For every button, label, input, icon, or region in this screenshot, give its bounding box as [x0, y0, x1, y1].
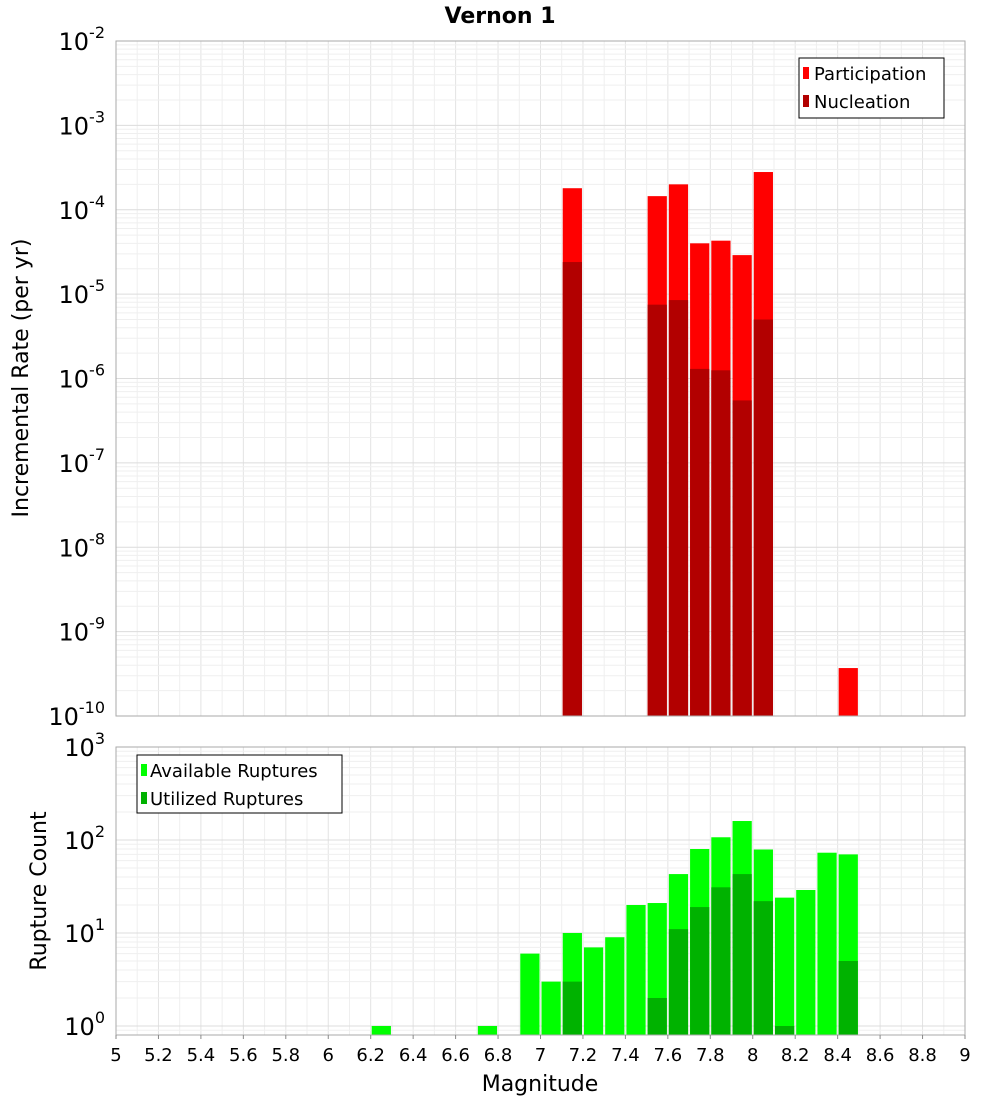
bottom-bar-utilized-ruptures — [732, 874, 752, 1035]
x-tick-label: 5.8 — [271, 1045, 300, 1066]
top-y-tick-label: 10-7 — [59, 445, 106, 478]
x-tick-label: 5.2 — [144, 1045, 173, 1066]
top-y-tick-labels: 10-2 10-3 10-4 10-5 10-6 10-7 10-8 10-9 10-10 — [48, 23, 105, 731]
bottom-bar-available-ruptures — [583, 947, 604, 1035]
bottom-bar-available-ruptures — [796, 889, 816, 1035]
x-tick-label: 6.6 — [441, 1045, 470, 1066]
legend-label-participation: Participation — [814, 64, 926, 85]
x-tick-label: 6 — [323, 1045, 334, 1066]
bottom-bar-utilized-ruptures — [562, 981, 582, 1035]
x-tick-label: 6.2 — [356, 1045, 385, 1066]
bottom-bar-available-ruptures — [626, 904, 646, 1035]
top-y-axis-label: Incremental Rate (per yr) — [9, 239, 34, 518]
bottom-bar-available-ruptures — [817, 852, 837, 1035]
legend-swatch-nucleation — [803, 95, 809, 107]
x-tick-label: 7 — [535, 1045, 546, 1066]
bottom-bar-utilized-ruptures — [668, 929, 689, 1035]
top-y-tick-label: 10-2 — [59, 23, 106, 56]
chart-title: Vernon 1 — [445, 4, 556, 29]
x-tick-label: 8.2 — [781, 1045, 810, 1066]
bottom-bar-available-ruptures — [541, 981, 561, 1035]
bottom-legend-box — [136, 754, 343, 814]
top-bar-nucleation — [711, 370, 731, 716]
bottom-bar-utilized-ruptures — [753, 901, 773, 1035]
x-tick-label: 8.4 — [823, 1045, 852, 1066]
rupture-count-panel: 103 102 101 100 5 5.2 5.4 5.6 5.8 6 6.2 6.4 6.6 6.8 7… — [27, 729, 971, 1097]
top-y-tick-label: 10-5 — [59, 276, 106, 309]
top-y-tick-label: 10-3 — [59, 107, 106, 140]
x-tick-label: 8.8 — [908, 1045, 937, 1066]
bottom-bar-available-ruptures — [520, 953, 540, 1035]
x-tick-label: 9 — [959, 1045, 970, 1066]
legend-label-available: Available Ruptures — [150, 761, 318, 782]
x-tick-label: 5 — [110, 1045, 121, 1066]
x-tick-label: 5.4 — [187, 1045, 216, 1066]
x-tick-label: 7.6 — [654, 1045, 683, 1066]
top-bar-participation — [838, 668, 858, 716]
x-tick-label: 7.4 — [611, 1045, 640, 1066]
top-bar-nucleation — [690, 368, 710, 716]
bottom-y-tick-label: 102 — [64, 822, 105, 855]
top-y-tick-label: 10-9 — [59, 614, 106, 647]
top-grid — [115, 41, 966, 717]
legend-swatch-available — [141, 764, 147, 776]
bottom-y-axis-label: Rupture Count — [27, 811, 52, 971]
top-bars — [562, 172, 858, 717]
x-axis-label: Magnitude — [482, 1072, 599, 1097]
bottom-bar-utilized-ruptures — [838, 960, 858, 1035]
top-y-tick-label: 10-10 — [48, 698, 105, 731]
top-bar-nucleation — [732, 400, 752, 716]
bottom-bar-utilized-ruptures — [690, 907, 710, 1035]
x-tick-label: 8.6 — [866, 1045, 895, 1066]
top-legend-box — [798, 57, 945, 119]
bottom-y-tick-label: 103 — [64, 729, 105, 762]
top-plot-frame — [115, 40, 966, 717]
bottom-y-tick-labels: 103 102 101 100 — [64, 729, 105, 1041]
x-tick-label: 6.8 — [484, 1045, 513, 1066]
top-y-tick-label: 10-4 — [59, 192, 106, 225]
top-legend: Participation Nucleation — [798, 57, 945, 119]
bottom-bar-available-ruptures — [477, 1025, 498, 1035]
legend-label-utilized: Utilized Ruptures — [150, 789, 303, 810]
x-tick-label: 8 — [747, 1045, 758, 1066]
bottom-y-tick-label: 100 — [64, 1008, 105, 1041]
top-bar-nucleation — [753, 319, 773, 716]
top-bar-nucleation — [647, 304, 667, 716]
x-tick-label: 7.2 — [569, 1045, 598, 1066]
x-tick-labels: 5 5.2 5.4 5.6 5.8 6 6.2 6.4 6.6 6.8 7 7.2 7.4 7.6 7.8 8… — [110, 1035, 971, 1066]
top-y-tick-label: 10-6 — [59, 361, 106, 394]
x-tick-label: 6.4 — [399, 1045, 428, 1066]
bottom-bar-available-ruptures — [371, 1025, 391, 1035]
top-y-tick-label: 10-8 — [59, 529, 106, 562]
bottom-bars — [371, 821, 858, 1035]
legend-label-nucleation: Nucleation — [814, 92, 910, 113]
bottom-bar-utilized-ruptures — [647, 997, 667, 1035]
x-tick-label: 7.8 — [696, 1045, 725, 1066]
bottom-bar-available-ruptures — [774, 897, 795, 1035]
bottom-bar-available-ruptures — [605, 937, 625, 1035]
participation-rate-panel: 10-2 10-3 10-4 10-5 10-6 10-7 10-8 10-9 10-10 In… — [9, 23, 966, 731]
top-bar-nucleation — [668, 300, 689, 716]
bottom-legend: Available Ruptures Utilized Ruptures — [136, 754, 343, 814]
bottom-y-tick-label: 101 — [64, 915, 105, 948]
top-bar-nucleation — [562, 262, 582, 716]
legend-swatch-utilized — [141, 792, 147, 804]
bottom-bar-utilized-ruptures — [774, 1025, 795, 1035]
bottom-bar-utilized-ruptures — [711, 887, 731, 1035]
legend-swatch-participation — [803, 67, 809, 79]
x-tick-label: 5.6 — [229, 1045, 258, 1066]
